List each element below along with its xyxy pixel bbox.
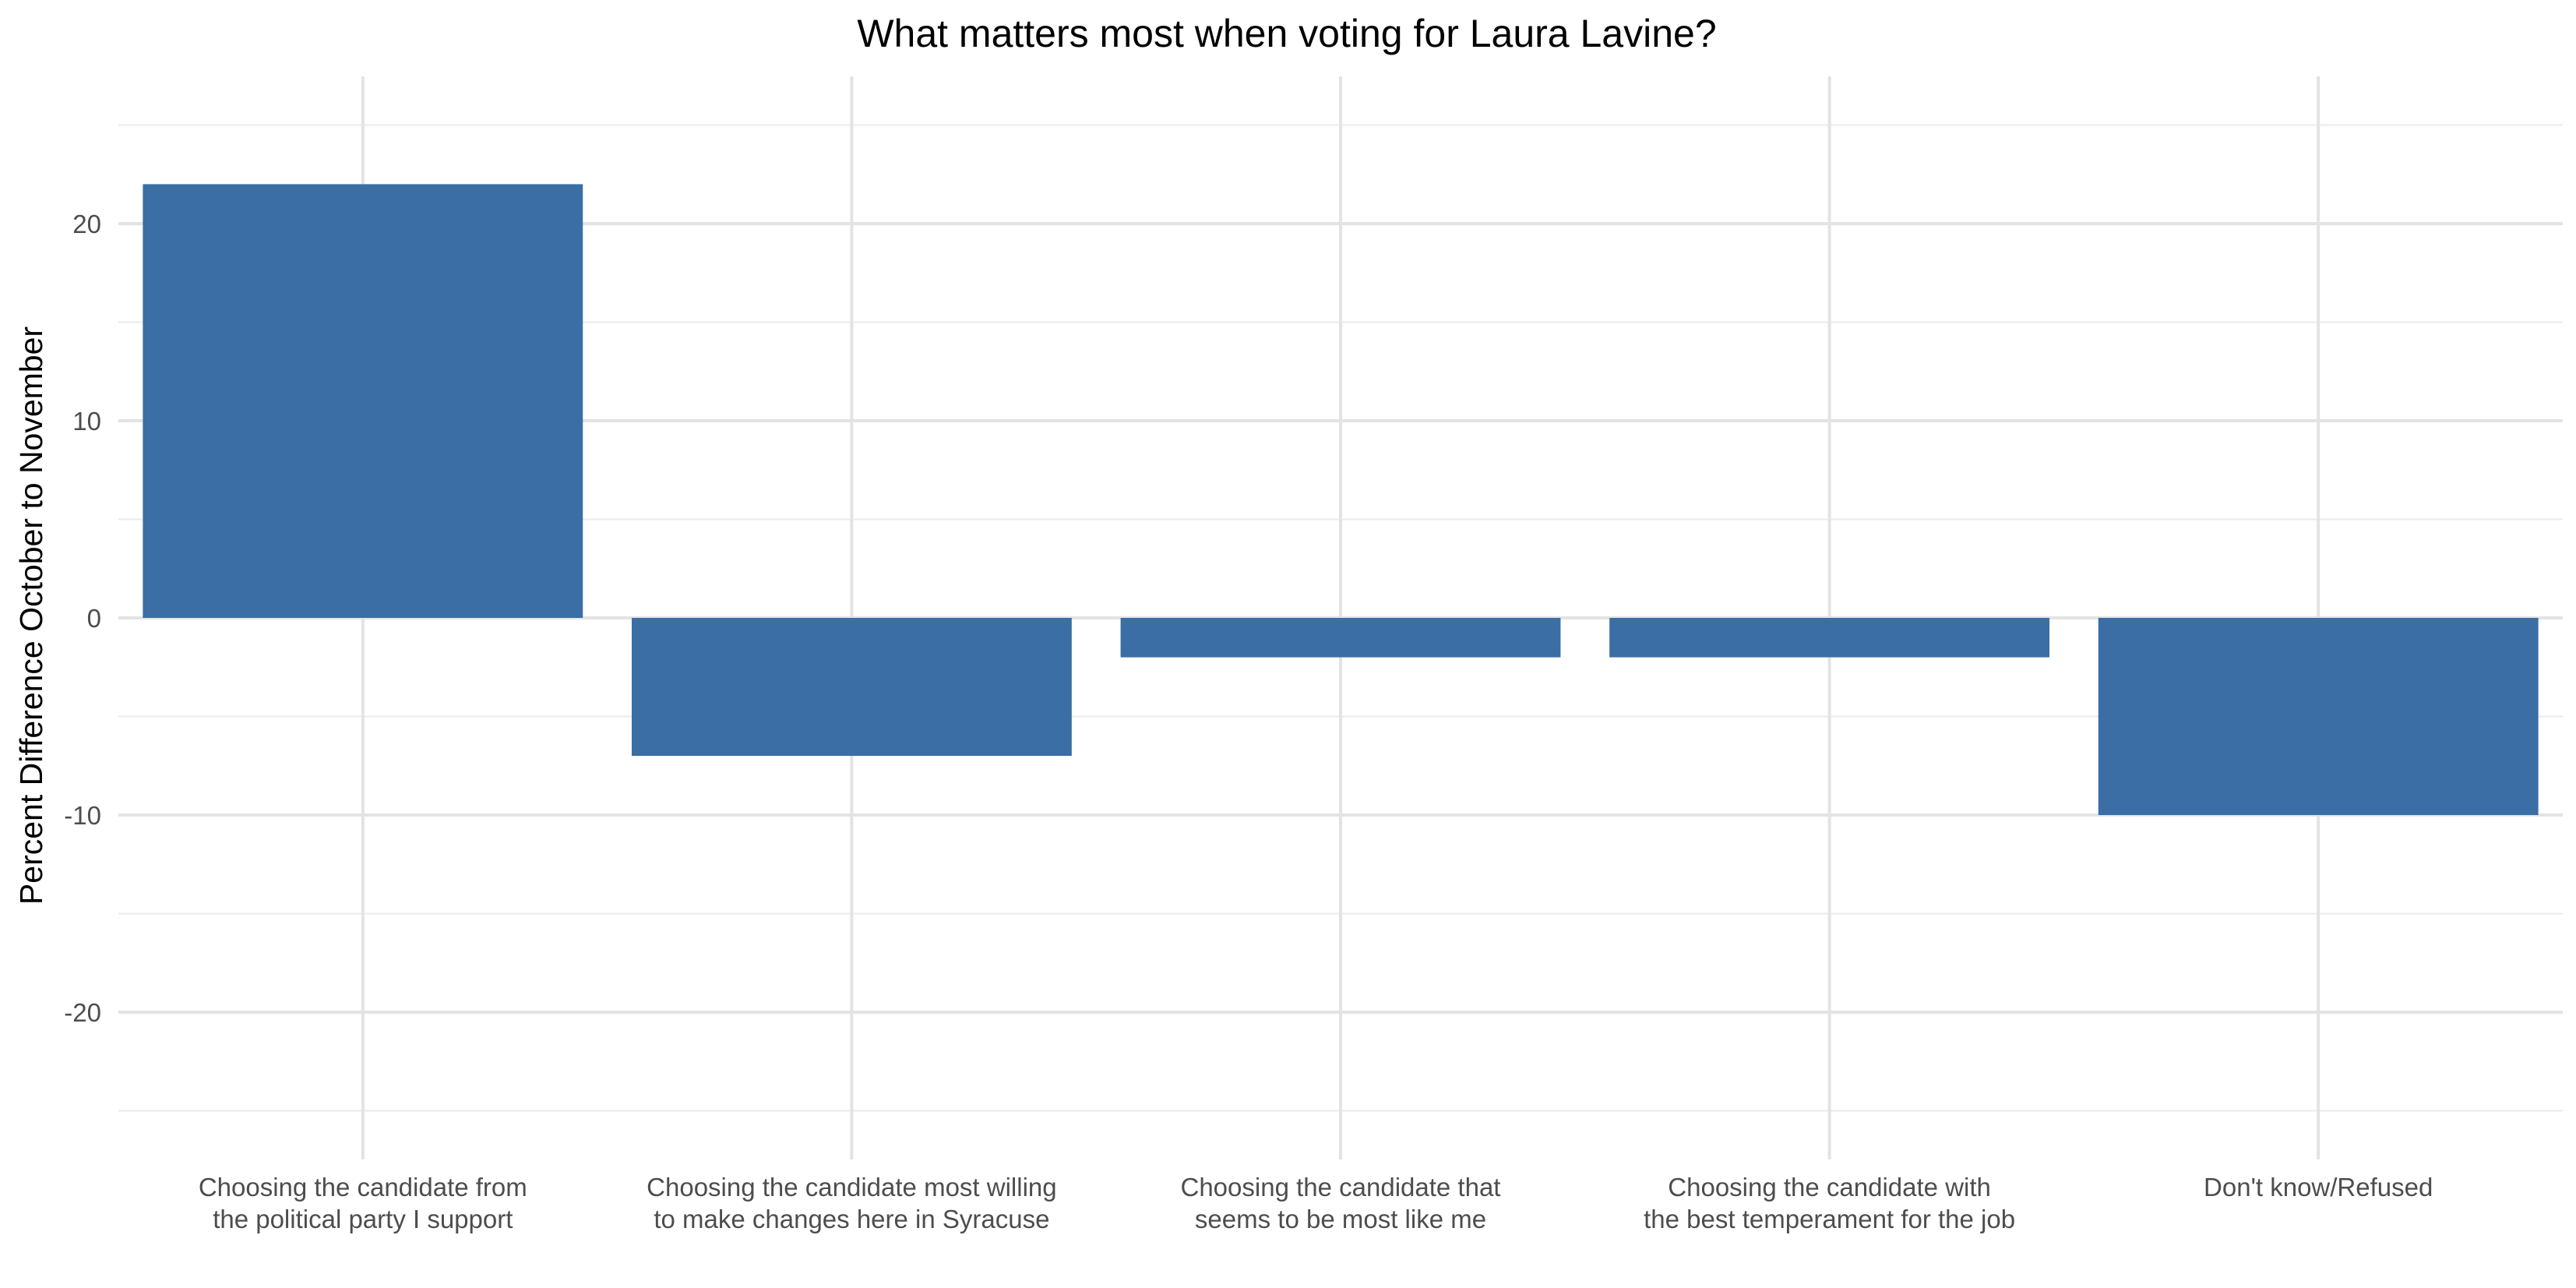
x-axis-ticks: Choosing the candidate from the political…	[199, 1173, 2433, 1233]
y-tick-label: 0	[87, 604, 101, 633]
x-category-label: Choosing the candidate most willing to ma…	[647, 1173, 1056, 1233]
x-category-label-line: to make changes here in Syracuse	[654, 1205, 1049, 1233]
bar	[1120, 618, 1561, 658]
x-category-label-line: the best temperament for the job	[1644, 1205, 2015, 1233]
bar	[1609, 618, 2050, 658]
bar	[631, 618, 1072, 757]
x-category-label: Don't know/Refused	[2204, 1173, 2433, 1202]
y-tick-label: 10	[72, 407, 101, 436]
x-category-label: Choosing the candidate that seems to be m…	[1181, 1173, 1501, 1233]
x-category-label-line: the political party I support	[213, 1205, 513, 1233]
y-tick-label: -20	[64, 998, 101, 1027]
y-tick-label: 20	[72, 210, 101, 238]
x-category-label: Choosing the candidate from the political…	[199, 1173, 527, 1233]
x-category-label: Choosing the candidate with the best temp…	[1644, 1173, 2015, 1233]
x-category-label-line: Choosing the candidate from	[199, 1173, 527, 1202]
bar	[143, 184, 583, 618]
x-category-label-line: Don't know/Refused	[2204, 1173, 2433, 1202]
bar	[2098, 618, 2539, 815]
y-tick-label: -10	[64, 801, 101, 830]
y-axis-ticks: -20 -10 0 10 20	[64, 210, 101, 1027]
chart-title: What matters most when voting for Laura …	[857, 12, 1716, 55]
x-category-label-line: seems to be most like me	[1195, 1205, 1486, 1233]
bars	[143, 184, 2539, 815]
x-category-label-line: Choosing the candidate most willing	[647, 1173, 1056, 1202]
x-category-label-line: Choosing the candidate that	[1181, 1173, 1501, 1202]
y-axis-label: Percent Difference October to November	[13, 326, 49, 905]
x-category-label-line: Choosing the candidate with	[1668, 1173, 1991, 1202]
